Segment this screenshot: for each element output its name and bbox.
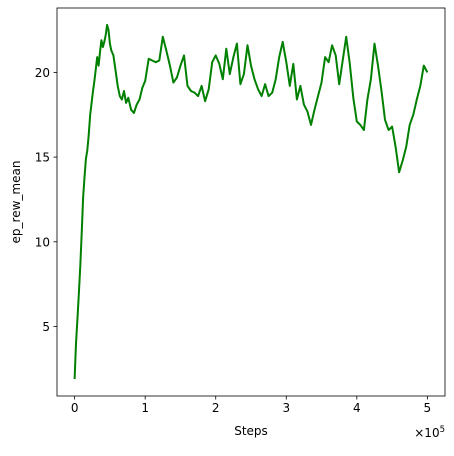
- x-tick-label: 2: [212, 401, 220, 415]
- series-line-0: [73, 23, 429, 380]
- y-tick-label: 15: [35, 151, 50, 165]
- y-ticks: 5 10 15 20: [35, 66, 57, 334]
- x-tick-label: 4: [353, 401, 361, 415]
- x-ticks: 0 1 2 3 4 5: [71, 396, 431, 415]
- y-axis-label: ep_rew_mean: [9, 161, 23, 244]
- y-tick-label: 10: [35, 235, 50, 249]
- x-axis-label: Steps: [234, 424, 268, 438]
- x-multiplier-base: ×10: [414, 426, 439, 440]
- x-tick-label: 0: [71, 401, 79, 415]
- x-multiplier-exponent: 5: [440, 425, 445, 435]
- x-tick-label: 1: [141, 401, 149, 415]
- x-tick-label: 5: [424, 401, 432, 415]
- series-layer: [73, 23, 429, 380]
- x-tick-label: 3: [282, 401, 290, 415]
- y-tick-label: 20: [35, 66, 50, 80]
- x-axis-multiplier: ×105: [414, 425, 445, 440]
- y-tick-label: 5: [42, 320, 50, 334]
- plot-frame: [56, 7, 446, 397]
